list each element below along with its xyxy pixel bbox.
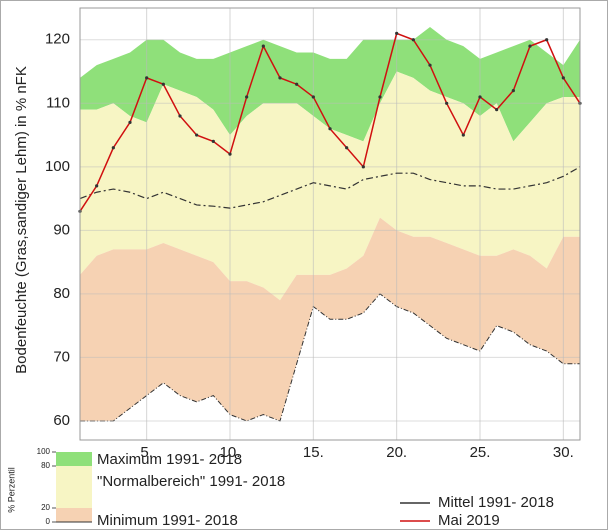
y-tick-label: 60	[53, 412, 70, 429]
point	[261, 44, 265, 48]
point	[245, 95, 249, 99]
point	[95, 184, 99, 188]
plot-border	[79, 7, 581, 441]
legend-label: Mai 2019	[438, 512, 500, 529]
point	[361, 165, 365, 169]
point	[495, 108, 499, 112]
y-tick-label: 80	[53, 285, 70, 302]
percentile-tick-label: 20	[41, 503, 50, 512]
point	[295, 82, 299, 86]
band-area	[80, 27, 580, 142]
y-tick-label: 110	[46, 94, 70, 111]
y-axis-label: Bodenfeuchte (Gras,sandiger Lehm) in % n…	[13, 66, 30, 374]
percentile-label: % Perzentil	[6, 467, 16, 513]
point	[345, 146, 349, 150]
point	[561, 76, 565, 80]
x-tick-label: 20.	[386, 444, 407, 461]
y-tick-label: 70	[53, 348, 70, 365]
point	[278, 76, 282, 80]
point	[161, 82, 165, 86]
legend-label: Mittel 1991- 2018	[438, 494, 554, 511]
point	[395, 31, 399, 36]
percentile-tick-label: 0	[46, 517, 51, 526]
point	[145, 76, 149, 80]
point	[478, 95, 482, 99]
point	[411, 38, 415, 42]
point	[511, 88, 515, 93]
point	[178, 114, 182, 118]
point	[195, 133, 199, 137]
x-tick-label: 15.	[303, 444, 324, 461]
legend-label: Maximum 1991- 2018	[97, 451, 242, 468]
point	[328, 127, 332, 131]
point	[528, 44, 532, 48]
y-tick-label: 100	[45, 158, 70, 175]
point	[228, 152, 232, 156]
y-tick-label: 90	[53, 221, 70, 238]
point	[111, 146, 115, 150]
point	[445, 101, 449, 105]
legend-label: "Normalbereich" 1991- 2018	[97, 473, 285, 490]
point	[211, 139, 215, 144]
legend-swatch	[56, 452, 92, 466]
point	[461, 133, 465, 137]
legend-swatch	[56, 466, 92, 508]
x-tick-label: 10.	[220, 444, 241, 461]
legend-label: Minimum 1991- 2018	[97, 512, 238, 529]
point	[311, 95, 315, 99]
point	[428, 63, 432, 67]
point	[128, 120, 132, 124]
point	[378, 95, 382, 99]
legend-swatch	[56, 508, 92, 522]
point	[545, 38, 549, 42]
percentile-tick-label: 100	[37, 447, 51, 456]
minimum-line	[80, 293, 580, 422]
x-tick-label: 30.	[553, 444, 574, 461]
x-tick-label: 25.	[470, 444, 491, 461]
y-tick-label: 120	[45, 31, 70, 48]
x-tick-label: 5.	[140, 444, 153, 461]
percentile-tick-label: 80	[41, 461, 50, 470]
line	[79, 166, 581, 209]
